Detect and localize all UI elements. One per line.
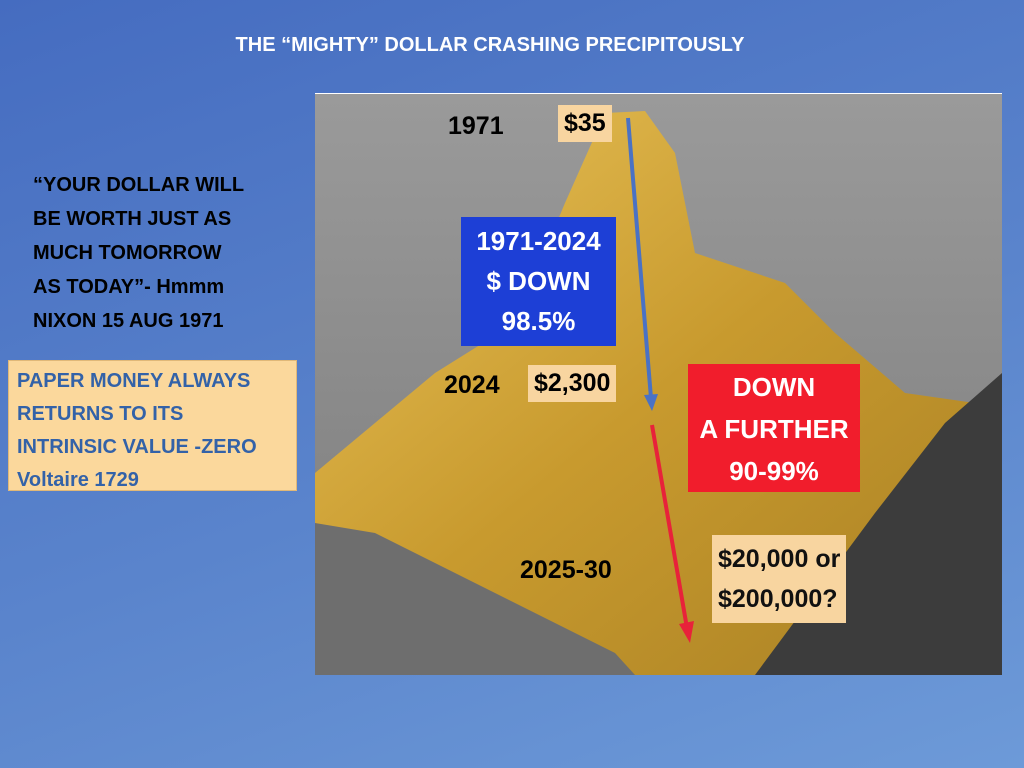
- box-line: 90-99%: [729, 456, 819, 486]
- further-box: DOWN A FURTHER 90-99%: [688, 364, 860, 492]
- nixon-quote: “YOUR DOLLAR WILL BE WORTH JUST AS MUCH …: [33, 168, 244, 338]
- box-line: 98.5%: [501, 306, 576, 336]
- voltaire-line: INTRINSIC VALUE -ZERO: [17, 436, 257, 458]
- box-line: 1971-2024: [476, 226, 601, 256]
- price-line: $200,000?: [718, 585, 838, 613]
- voltaire-box: PAPER MONEY ALWAYS RETURNS TO ITS INTRIN…: [8, 360, 297, 491]
- quote-line: “YOUR DOLLAR WILL: [33, 174, 245, 196]
- quote-line: AS TODAY”- Hmmm: [33, 276, 225, 298]
- quote-line: MUCH TOMORROW: [33, 242, 222, 264]
- box-line: DOWN: [732, 372, 816, 402]
- voltaire-line: Voltaire 1729: [17, 469, 139, 491]
- year-label: 2024: [444, 371, 500, 399]
- quote-line: NIXON 15 AUG 1971: [33, 310, 224, 332]
- voltaire-line: RETURNS TO ITS: [17, 403, 184, 425]
- price-line: $20,000 or: [718, 545, 841, 573]
- price-label: $20,000 or $200,000?: [712, 535, 847, 623]
- price-label: $2,300: [528, 365, 617, 402]
- quote-line: BE WORTH JUST AS: [33, 208, 232, 230]
- decline-box: 1971-2024 $ DOWN 98.5%: [461, 217, 616, 346]
- slide-title: THE “MIGHTY” DOLLAR CRASHING PRECIPITOUS…: [235, 34, 745, 56]
- box-line: $ DOWN: [486, 266, 591, 296]
- price-label: $35: [558, 105, 612, 142]
- box-line: A FURTHER: [699, 414, 849, 444]
- year-label: 1971: [448, 112, 504, 140]
- voltaire-line: PAPER MONEY ALWAYS: [17, 370, 251, 392]
- mountain-photo: [315, 93, 1002, 675]
- year-label: 2025-30: [520, 556, 612, 584]
